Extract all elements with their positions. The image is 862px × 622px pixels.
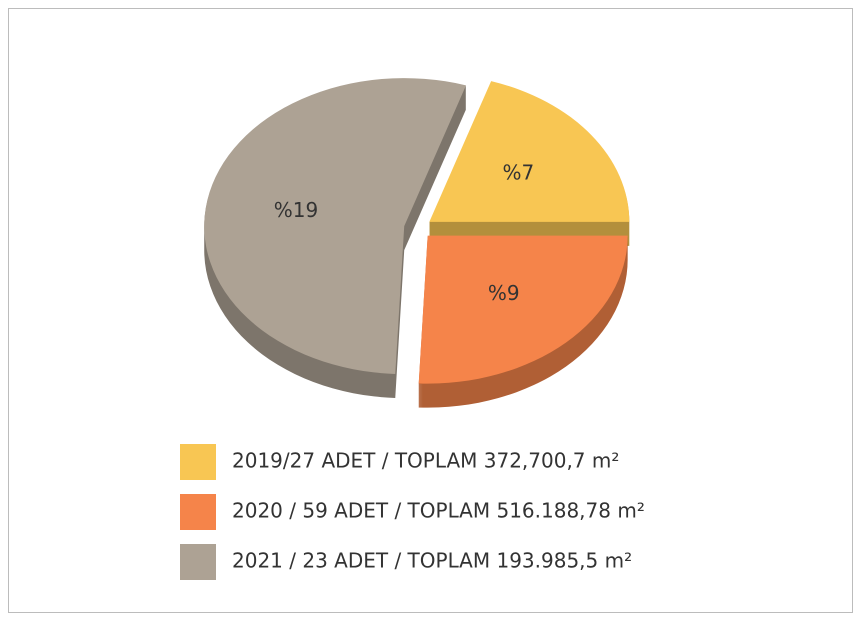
legend-label: 2021 / 23 ADET / TOPLAM 193.985,5 m² <box>232 549 632 573</box>
legend-label: 2019/27 ADET / TOPLAM 372,700,7 m² <box>232 449 619 473</box>
legend-swatch <box>180 494 216 530</box>
legend-swatch <box>180 444 216 480</box>
data-label: %9 <box>488 281 520 305</box>
pie-slice <box>418 235 628 384</box>
pie-slice <box>429 81 630 222</box>
legend-swatch <box>180 544 216 580</box>
data-label: %7 <box>502 160 534 184</box>
data-label: %19 <box>274 198 318 222</box>
legend-label: 2020 / 59 ADET / TOPLAM 516.188,78 m² <box>232 499 645 523</box>
pie-slice <box>204 78 467 374</box>
